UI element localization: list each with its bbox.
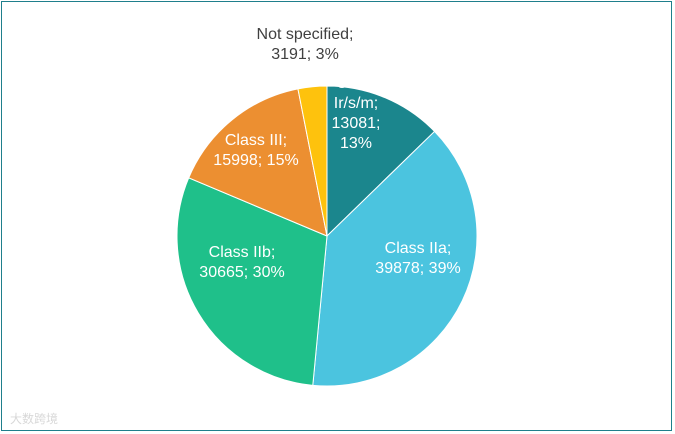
pie-slice-3: [188, 88, 328, 237]
watermark: 大数跨境: [10, 412, 59, 426]
slice-label-4-line-1: 3191; 3%: [271, 46, 339, 63]
pie-slice-2: [176, 177, 328, 386]
slice-label-4: Not specified; 3191; 3%: [257, 26, 354, 63]
slice-label-0: Class Ir/s/m; 13081; 13%: [332, 75, 381, 152]
slice-label-1-line-0: Class IIa;: [385, 240, 452, 257]
slice-label-0-line-1: Ir/s/m;: [334, 95, 378, 112]
slice-label-3-line-1: 15998; 15%: [213, 152, 298, 169]
slice-label-4-line-0: Not specified;: [257, 26, 354, 43]
pie-slice-4: [297, 85, 328, 237]
slice-label-0-line-2: 13081;: [332, 115, 381, 132]
slice-label-3: Class III; 15998; 15%: [213, 132, 298, 169]
slice-label-0-line-3: 13%: [340, 135, 372, 152]
slice-label-0-line-0: Class: [336, 75, 376, 92]
slice-label-2-line-0: Class IIb;: [209, 244, 276, 261]
pie-slice-1: [312, 130, 478, 387]
slice-label-1-line-1: 39878; 39%: [375, 260, 460, 277]
slice-label-2-line-1: 30665; 30%: [199, 264, 284, 281]
slice-label-2: Class IIb; 30665; 30%: [199, 244, 284, 281]
pie-slice-0: [326, 85, 436, 238]
slice-label-1: Class IIa; 39878; 39%: [375, 240, 460, 277]
slice-label-3-line-0: Class III;: [225, 132, 287, 149]
